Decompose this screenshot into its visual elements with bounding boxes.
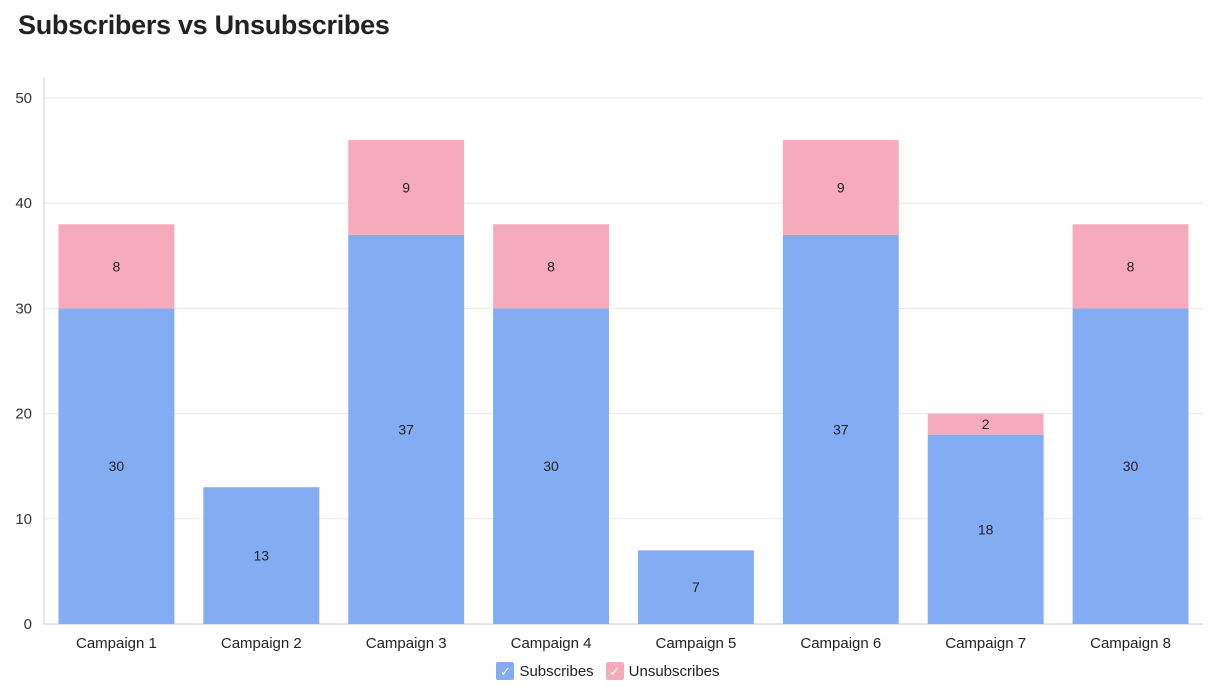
bar-subscribes <box>348 234 465 624</box>
y-tick-label: 0 <box>24 616 32 633</box>
y-tick-label: 30 <box>15 300 32 317</box>
x-tick-label: Campaign 5 <box>655 635 736 652</box>
legend-item-unsubscribes[interactable]: ✓ Unsubscribes <box>605 662 720 680</box>
x-tick-label: Campaign 3 <box>366 635 447 652</box>
check-icon: ✓ <box>496 662 515 680</box>
chart-plot: 0 10 20 30 40 50 30 8 Campaign 1 13 Campaign 2 37 9 C… <box>15 78 1203 652</box>
bar-subscribes <box>58 308 175 624</box>
x-tick-label: Campaign 6 <box>800 635 881 652</box>
x-tick-label: Campaign 4 <box>511 635 592 652</box>
data-label: 30 <box>109 458 125 474</box>
y-tick-label: 10 <box>15 511 32 528</box>
bar-unsubscribes <box>348 140 465 235</box>
x-tick-label: Campaign 7 <box>945 635 1026 652</box>
y-tick-label: 40 <box>15 195 32 212</box>
data-label: 8 <box>547 258 555 274</box>
bar-subscribes <box>637 550 754 624</box>
chart-title: Subscribers vs Unsubscribes <box>18 10 390 40</box>
x-tick-label: Campaign 2 <box>221 635 302 652</box>
x-tick-label: Campaign 8 <box>1090 635 1171 652</box>
bar-unsubscribes <box>58 224 175 309</box>
bar-subscribes <box>1072 308 1189 624</box>
legend-label-subscribes: Subscribes <box>519 662 594 680</box>
bar-subscribes <box>782 234 899 624</box>
data-label: 2 <box>982 416 990 432</box>
data-label: 37 <box>398 421 414 437</box>
data-label: 8 <box>1127 258 1135 274</box>
data-label: 30 <box>1123 458 1139 474</box>
data-label: 37 <box>833 421 849 437</box>
legend-label-unsubscribes: Unsubscribes <box>628 662 720 680</box>
legend-item-subscribes[interactable]: ✓ Subscribes <box>496 662 594 680</box>
data-label: 9 <box>402 179 410 195</box>
data-label: 30 <box>543 458 559 474</box>
bar-subscribes <box>203 487 320 624</box>
data-label: 9 <box>837 179 845 195</box>
x-tick-label: Campaign 1 <box>76 635 157 652</box>
data-label: 7 <box>692 579 700 595</box>
bar-unsubscribes <box>782 140 899 235</box>
bar-unsubscribes <box>493 224 610 309</box>
data-label: 13 <box>254 548 270 564</box>
bar-unsubscribes <box>1072 224 1189 309</box>
bar-unsubscribes <box>927 413 1044 435</box>
bar-subscribes <box>493 308 610 624</box>
check-icon: ✓ <box>605 662 624 680</box>
data-label: 18 <box>978 521 994 537</box>
data-label: 8 <box>113 258 121 274</box>
y-tick-label: 50 <box>15 90 32 107</box>
legend: ✓ Subscribes ✓ Unsubscribes <box>0 662 1216 680</box>
y-tick-label: 20 <box>15 406 32 423</box>
bar-subscribes <box>927 434 1044 624</box>
